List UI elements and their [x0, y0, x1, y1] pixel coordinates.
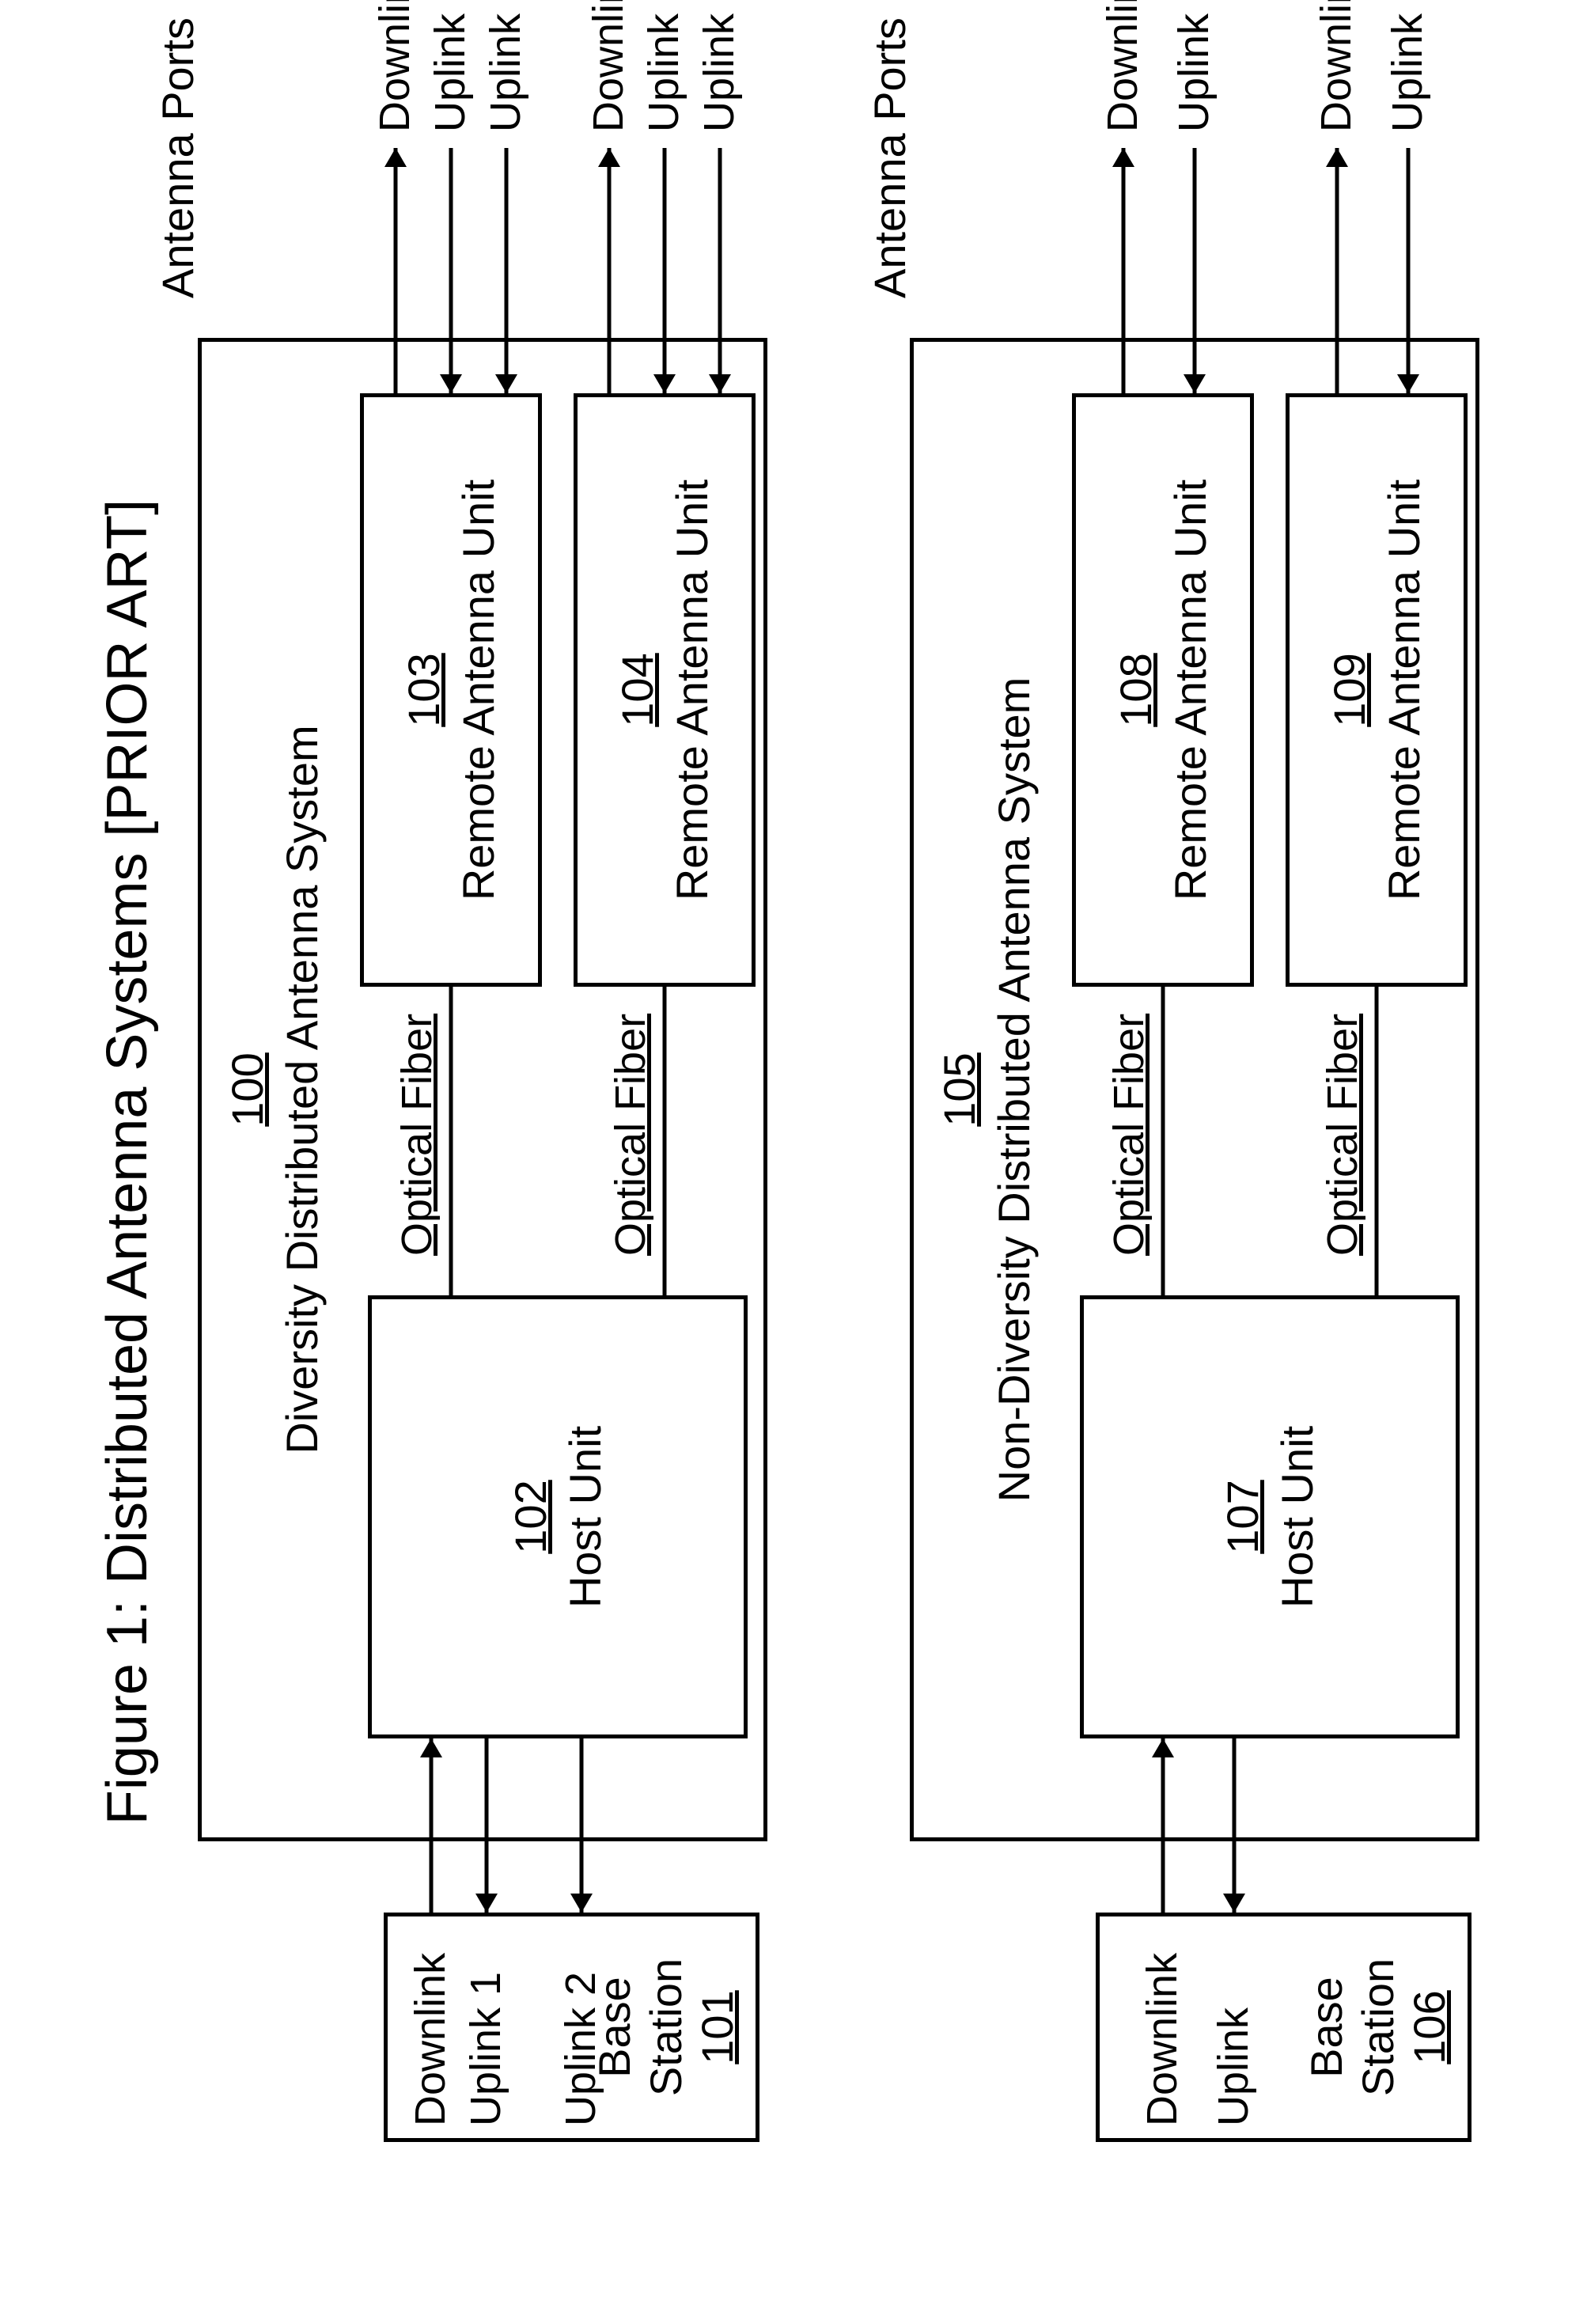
antenna-port-label: Uplink 2: [481, 0, 530, 132]
antenna-port-label: Downlink: [1098, 0, 1147, 132]
bs-link-label: Uplink 1: [461, 1972, 510, 2126]
optical-fiber-label: Optical Fiber: [1104, 1014, 1153, 1256]
optical-fiber-label: Optical Fiber: [606, 1014, 655, 1256]
optical-fiber-label: Optical Fiber: [392, 1014, 441, 1256]
antenna-port-label: Uplink 1: [1383, 0, 1432, 132]
antenna-port-label: Downlink: [584, 0, 633, 132]
antenna-port-label: Uplink 1: [426, 0, 475, 132]
antenna-port-label: Downlink: [370, 0, 419, 132]
bs-link-label: Uplink 2: [556, 1972, 605, 2126]
bs-link-label: Downlink: [1138, 1953, 1187, 2126]
bs-link-label: Uplink: [1209, 2007, 1258, 2126]
antenna-port-label: Uplink 1: [1169, 0, 1218, 132]
bs-link-label: Downlink: [406, 1953, 455, 2126]
antenna-port-label: Uplink 2: [695, 0, 744, 132]
antenna-port-label: Downlink: [1312, 0, 1361, 132]
optical-fiber-label: Optical Fiber: [1318, 1014, 1367, 1256]
antenna-port-label: Uplink 1: [639, 0, 688, 132]
antenna-ports-heading: Antenna Ports: [152, 17, 203, 298]
antenna-ports-heading: Antenna Ports: [864, 17, 915, 298]
